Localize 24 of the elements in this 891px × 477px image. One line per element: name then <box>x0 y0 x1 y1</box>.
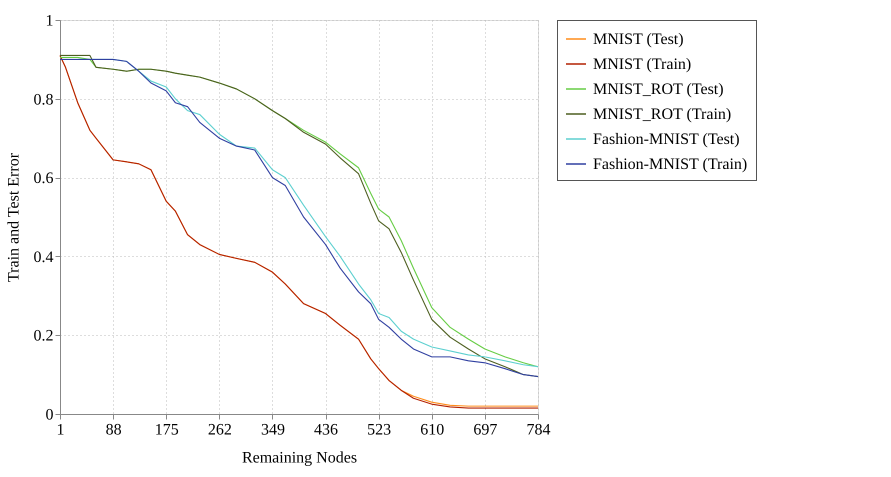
y-tick-label: 0.2 <box>34 328 54 345</box>
x-tick-label: 349 <box>260 422 285 438</box>
x-tick-label: 436 <box>314 422 338 438</box>
y-tick-label: 1 <box>46 12 54 30</box>
legend-label: Fashion-MNIST (Train) <box>593 156 748 173</box>
y-tick-label: 0 <box>46 406 54 424</box>
y-tick-label: 0.4 <box>34 248 54 266</box>
x-axis-title: Remaining Nodes <box>242 450 358 466</box>
x-tick-label: 88 <box>106 422 122 438</box>
legend-label: MNIST (Test) <box>593 31 684 48</box>
y-axis-title: Train and Test Error <box>6 152 22 282</box>
legend-label: Fashion-MNIST (Test) <box>593 131 740 148</box>
x-tick-label: 175 <box>154 422 179 438</box>
legend-label: MNIST (Train) <box>593 56 692 73</box>
x-tick-label: 697 <box>473 422 498 438</box>
x-tick-label: 784 <box>526 422 550 438</box>
y-tick-label: 0.8 <box>34 91 54 108</box>
x-tick-label: 262 <box>208 422 232 438</box>
x-tick-label: 610 <box>420 422 444 438</box>
legend-label: MNIST_ROT (Train) <box>593 106 732 123</box>
legend-label: MNIST_ROT (Test) <box>593 81 724 98</box>
y-tick-label: 0.6 <box>34 170 54 188</box>
x-tick-label: 1 <box>56 422 64 438</box>
x-tick-label: 523 <box>367 422 392 438</box>
